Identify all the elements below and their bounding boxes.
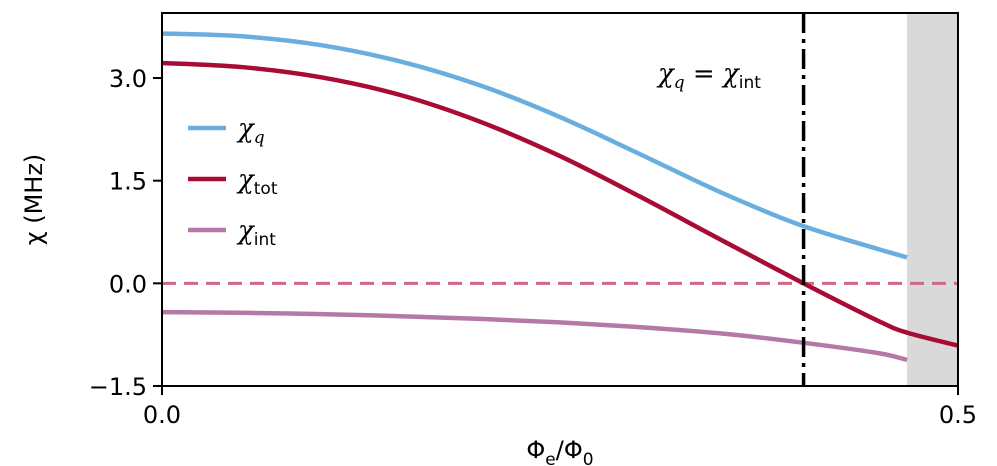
annotation-equals: = (685, 59, 723, 89)
x-label-den-sub: 0 (583, 450, 594, 466)
legend-symbol: χ (236, 114, 256, 144)
x-label-sep: / (556, 436, 565, 464)
y-axis-label: χ (MHz) (20, 154, 48, 246)
plot-clip-group (162, 13, 958, 386)
annotation-sub-2: int (739, 73, 761, 93)
legend-label-q: χq (236, 114, 265, 148)
legend-symbol: χ (236, 216, 256, 246)
x-axis-label: Φe/Φ0 (526, 436, 593, 466)
plot-area (162, 13, 958, 386)
shaded-region (907, 13, 958, 386)
axes: −1.50.01.53.00.0 0.5Φe/Φ0χ (MHz) (20, 12, 977, 466)
x-tick-label: 0.0 (143, 401, 181, 429)
y-tick-label: 3.0 (109, 65, 147, 93)
legend-subscript: int (254, 230, 276, 250)
legend-subscript: tot (254, 179, 278, 199)
x-label-sub: e (545, 450, 555, 466)
axes-frame (161, 12, 959, 387)
legend-subscript: q (254, 128, 265, 148)
annotation-sub-1: q (674, 73, 685, 93)
legend-label-int: χint (236, 216, 276, 250)
x-label-base: Φ (526, 436, 545, 464)
y-tick-label: 1.5 (109, 168, 147, 196)
series-line-int (162, 309, 908, 363)
annotation: χq = χint (656, 59, 761, 93)
series-line-tot (162, 60, 958, 348)
series-line-q (162, 31, 908, 260)
y-tick-label: 0.0 (109, 270, 147, 298)
annotation-label: χq = χint (656, 59, 761, 93)
x-tick-label: 0.5 (939, 401, 977, 429)
annotation-symbol-1: χ (656, 59, 676, 89)
x-label-den: Φ (564, 436, 583, 464)
y-tick-label: −1.5 (89, 373, 147, 401)
legend-label-tot: χtot (236, 165, 278, 199)
legend-symbol: χ (236, 165, 256, 195)
annotation-symbol-2: χ (721, 59, 741, 89)
